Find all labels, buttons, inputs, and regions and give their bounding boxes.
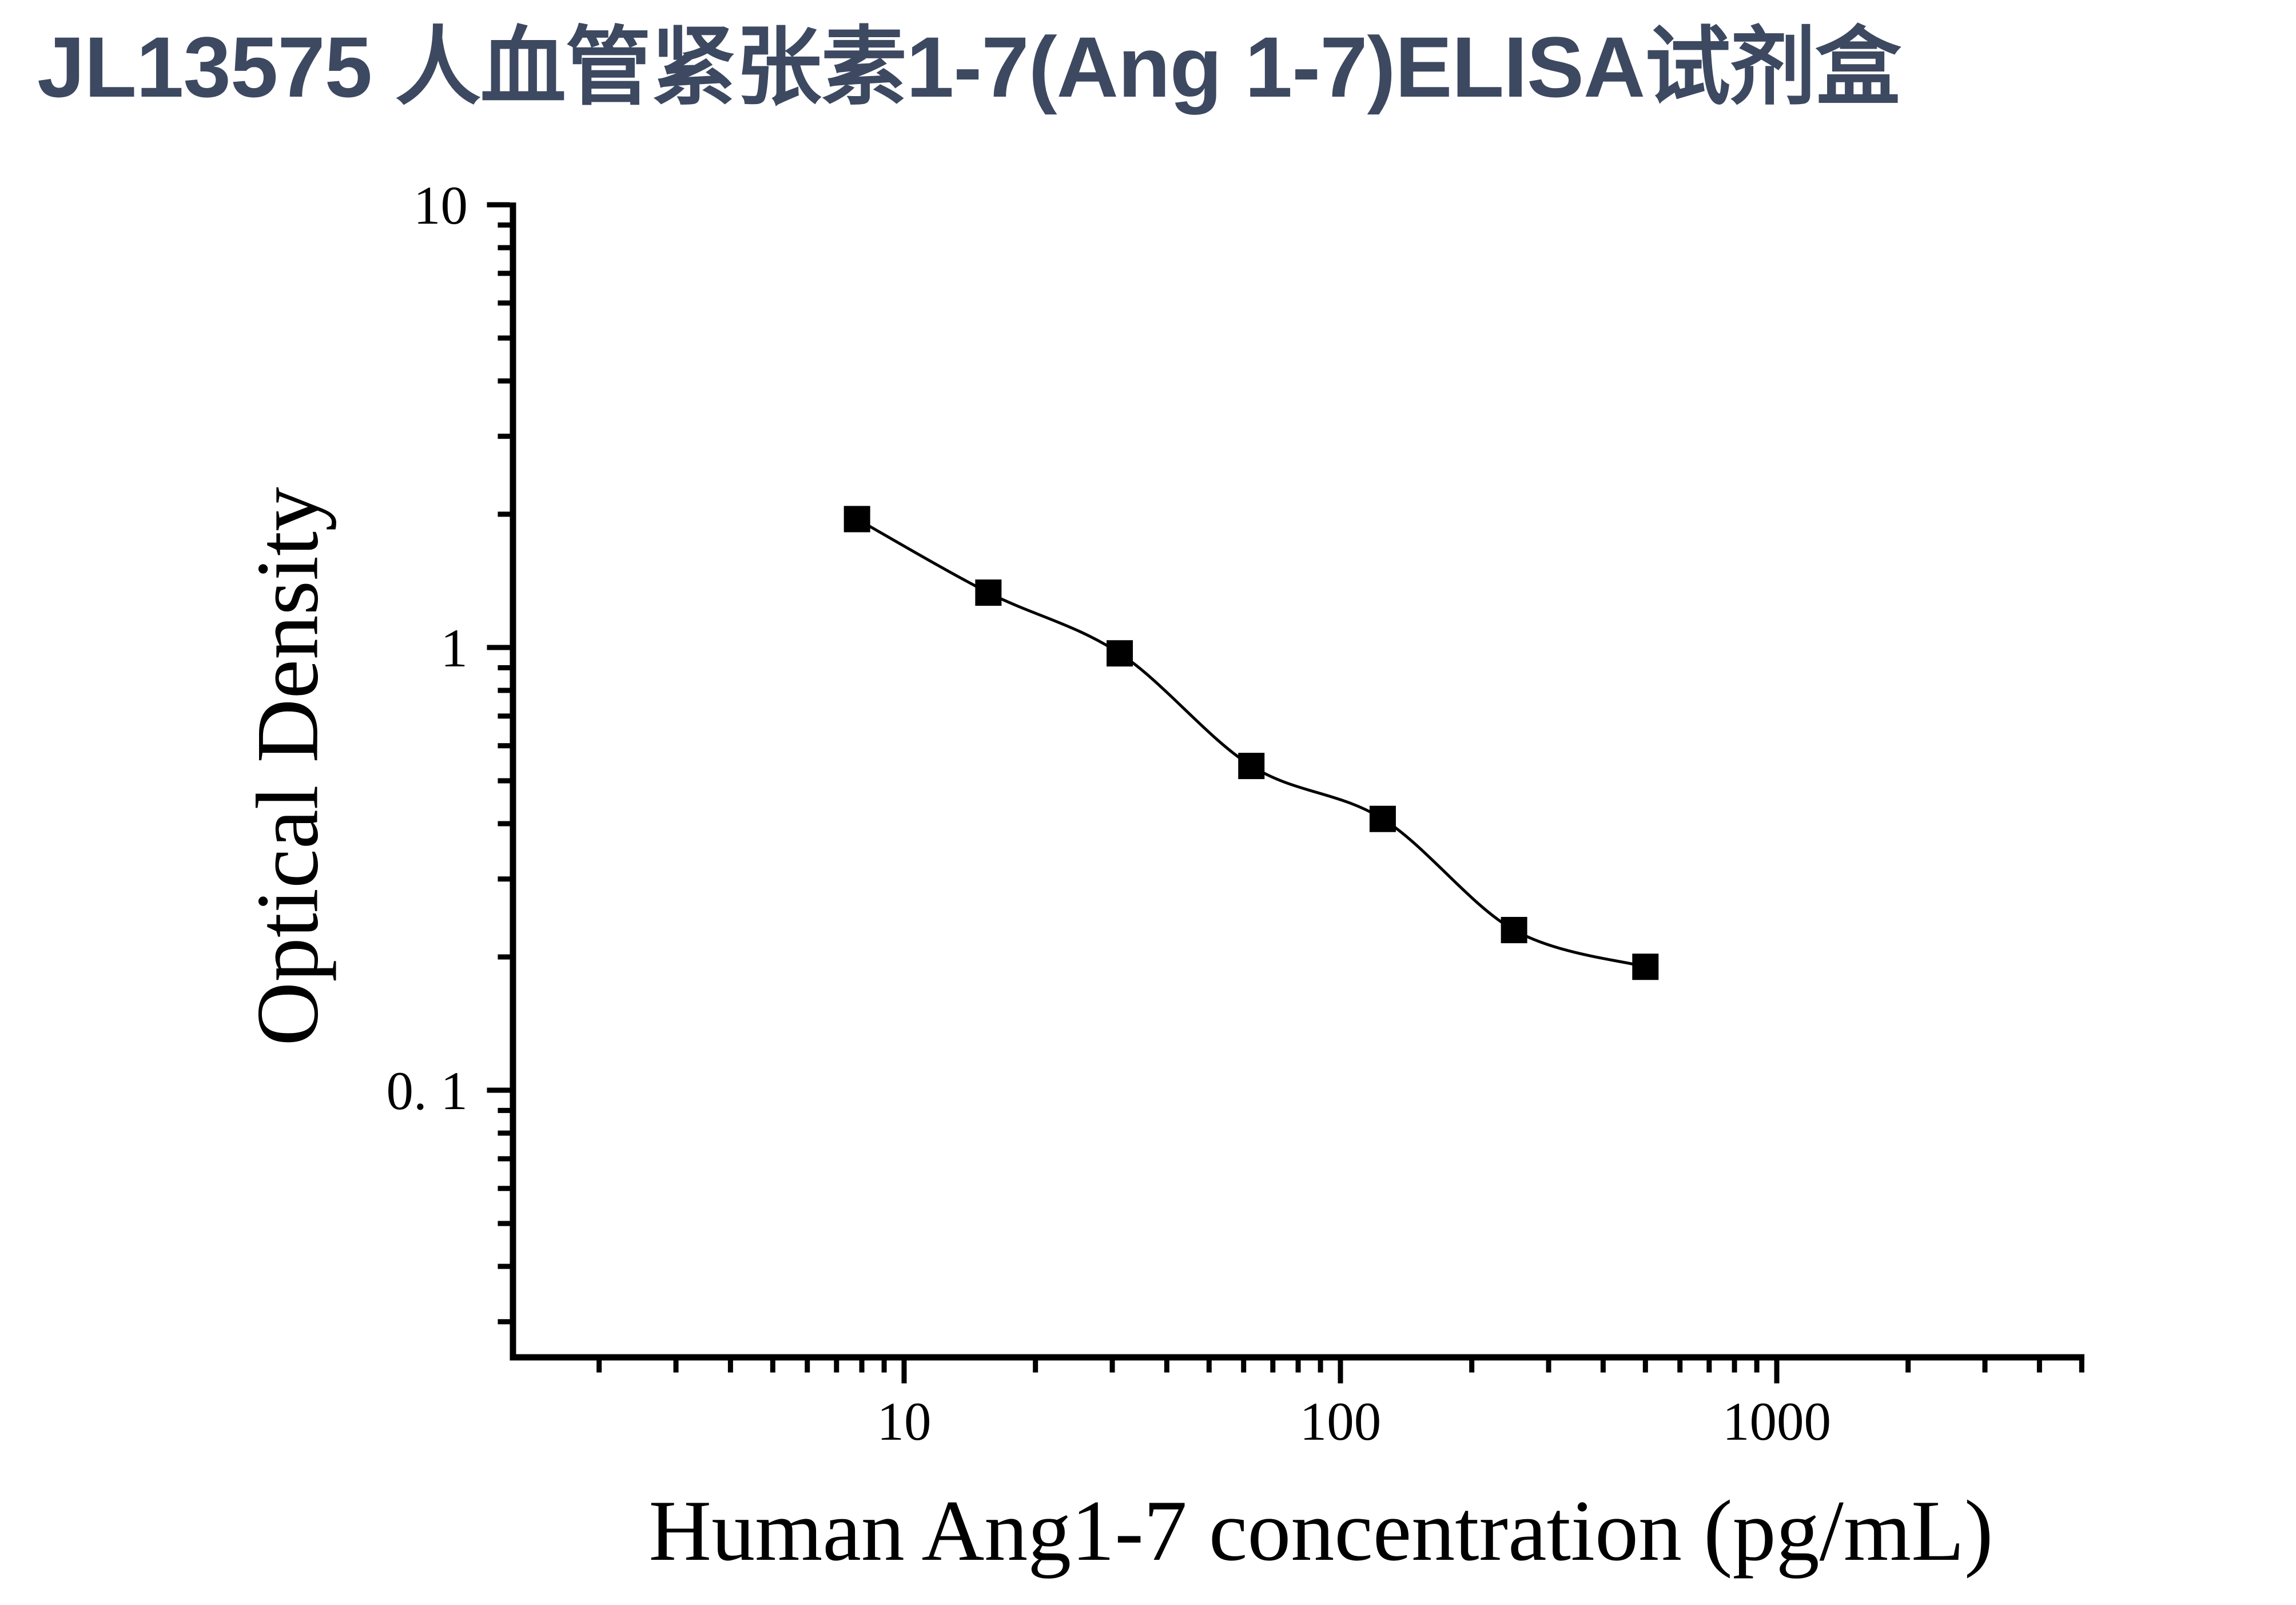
y-tick-label: 10 [413,175,468,236]
data-point-marker [1501,917,1527,944]
x-tick-label: 10 [877,1391,932,1452]
data-point-marker [843,506,870,533]
data-point-marker [1238,753,1265,780]
x-tick-label: 100 [1300,1391,1382,1452]
y-tick-label: 0. 1 [387,1060,468,1121]
data-point-marker [1369,805,1396,832]
y-axis-title: Optical Density [238,487,337,1046]
data-point-marker [975,579,1002,606]
page-title: JL13575 人血管紧张素1-7(Ang 1-7)ELISA试剂盒 [37,19,1901,115]
x-tick-label: 1000 [1722,1391,1831,1452]
x-axis-title: Human Ang1-7 concentration (pg/mL) [648,1483,1993,1579]
y-tick-label: 1 [441,618,468,678]
data-point-marker [1107,640,1133,667]
data-point-marker [1632,954,1659,980]
